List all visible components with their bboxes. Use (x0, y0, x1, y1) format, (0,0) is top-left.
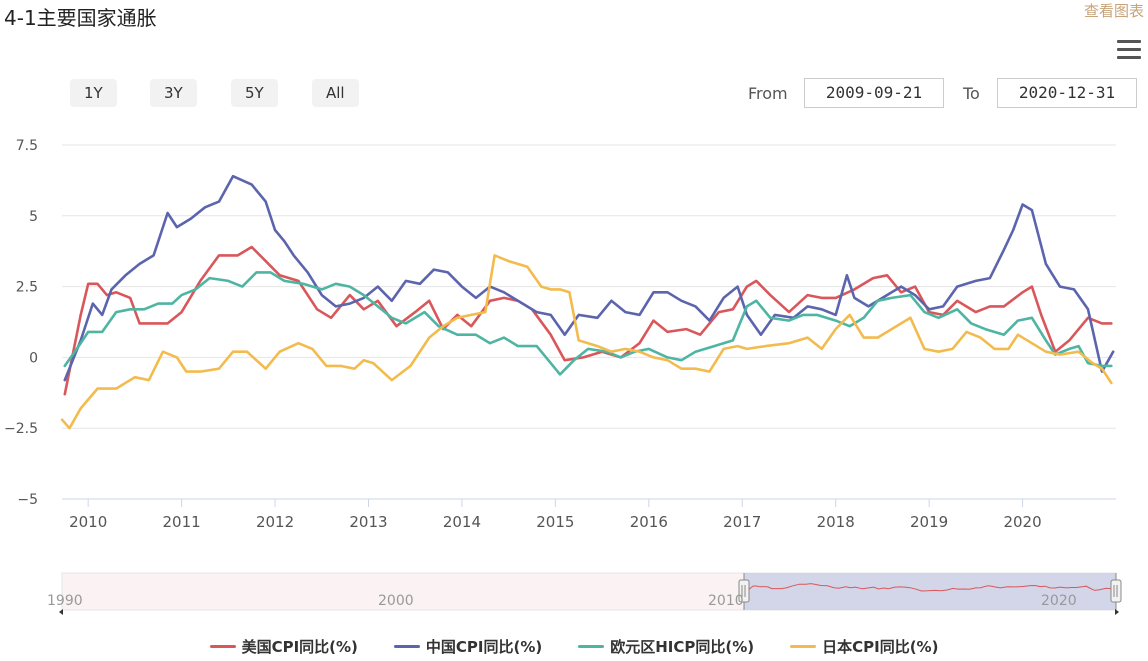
legend-label: 中国CPI同比(%) (425, 638, 543, 656)
x-tick-label: 2019 (910, 513, 948, 531)
x-tick-label: 2020 (1003, 513, 1041, 531)
navigator-label-1990: 1990 (47, 593, 83, 609)
navigator-scroll-right-icon[interactable] (1115, 609, 1119, 615)
x-tick-label: 2015 (536, 513, 574, 531)
series-line-japan[interactable] (60, 254, 1113, 430)
legend-swatch-icon (578, 645, 605, 648)
navigator-selection[interactable] (744, 573, 1116, 610)
legend-swatch-icon (393, 645, 420, 648)
legend-swatch-icon (209, 645, 236, 648)
to-label: To (963, 84, 980, 103)
view-chart-link[interactable]: 查看图表 (1083, 2, 1144, 20)
from-label: From (748, 84, 788, 103)
legend-label: 美国CPI同比(%) (241, 638, 358, 656)
navigator-handle-right[interactable] (1110, 579, 1122, 603)
y-tick-label: 2.5 (16, 280, 38, 296)
legend: 美国CPI同比(%) 中国CPI同比(%) 欧元区HICP同比(%) 日本CPI… (0, 636, 1148, 657)
x-tick-label: 2018 (817, 513, 855, 531)
y-tick-label: 7.5 (16, 138, 38, 154)
y-tick-label: 5 (29, 209, 38, 225)
chart-title: 4-1主要国家通胀 (4, 6, 157, 30)
y-tick-label: 0 (29, 350, 38, 366)
legend-label: 日本CPI同比(%) (822, 638, 939, 656)
range-button-all[interactable]: All (312, 79, 359, 107)
legend-item-japan[interactable]: 日本CPI同比(%) (790, 636, 938, 657)
legend-item-china[interactable]: 中国CPI同比(%) (393, 636, 543, 657)
y-tick-label: −5 (17, 492, 38, 508)
navigator-series-line (744, 583, 1115, 594)
x-tick-label: 2010 (69, 513, 107, 531)
navigator-label-2020: 2020 (1041, 593, 1077, 609)
navigator: 1990 2000 2010 2020 (47, 572, 1122, 615)
series-line-china[interactable] (63, 174, 1115, 382)
x-tick-label: 2011 (163, 513, 201, 531)
x-tick-label: 2016 (630, 513, 668, 531)
navigator-label-2000: 2000 (378, 593, 414, 609)
x-tick-label: 2012 (256, 513, 294, 531)
legend-item-us[interactable]: 美国CPI同比(%) (209, 636, 358, 657)
y-tick-label: −2.5 (4, 421, 38, 437)
range-button-5y[interactable]: 5Y (231, 79, 278, 107)
x-tick-label: 2017 (723, 513, 761, 531)
legend-label: 欧元区HICP同比(%) (610, 638, 755, 656)
navigator-label-2010: 2010 (708, 593, 744, 609)
legend-swatch-icon (790, 645, 817, 648)
hamburger-menu-icon[interactable] (1117, 40, 1141, 62)
legend-item-euro[interactable]: 欧元区HICP同比(%) (578, 636, 754, 657)
range-button-1y[interactable]: 1Y (70, 79, 117, 107)
from-date-input[interactable]: 2009-09-21 (804, 78, 944, 108)
range-button-3y[interactable]: 3Y (150, 79, 197, 107)
navigator-scroll-left-icon[interactable] (59, 609, 63, 615)
series-line-euro[interactable] (63, 271, 1113, 376)
x-tick-label: 2013 (349, 513, 387, 531)
x-tick-label: 2014 (443, 513, 481, 531)
series-line-us[interactable] (63, 245, 1113, 396)
to-date-input[interactable]: 2020-12-31 (997, 78, 1137, 108)
